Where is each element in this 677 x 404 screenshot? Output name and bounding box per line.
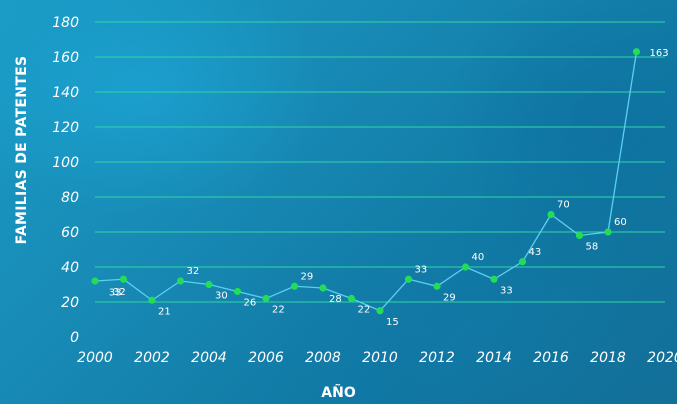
data-label: 29 — [443, 292, 456, 303]
data-point — [547, 210, 555, 219]
data-label: 28 — [329, 294, 342, 305]
x-tick-label: 2020 — [647, 350, 677, 366]
data-point — [290, 282, 299, 290]
data-label: 32 — [187, 266, 200, 277]
y-tick-label: 100 — [52, 155, 79, 171]
data-label: 22 — [358, 305, 371, 316]
data-point — [404, 275, 413, 283]
x-tick-label: 2002 — [134, 350, 170, 366]
data-point — [604, 228, 612, 236]
y-axis-ticks: 0 20 40 60 80 100 120 140 160 180 — [52, 15, 79, 346]
y-tick-label: 160 — [52, 50, 79, 66]
data-point — [490, 275, 498, 283]
grid-lines — [95, 21, 665, 303]
data-label: 26 — [244, 298, 257, 309]
y-tick-label: 20 — [61, 295, 79, 311]
data-point — [461, 263, 470, 271]
data-point — [233, 287, 242, 296]
y-tick-label: 40 — [61, 260, 79, 276]
data-point — [518, 258, 527, 266]
data-label: 60 — [614, 217, 627, 228]
data-label: 21 — [158, 306, 171, 317]
x-tick-label: 2016 — [533, 350, 569, 366]
data-label: 40 — [472, 252, 485, 263]
data-point — [347, 294, 356, 303]
data-label: 15 — [386, 317, 399, 328]
data-label: 70 — [557, 200, 570, 211]
x-tick-label: 2010 — [362, 350, 398, 366]
x-tick-label: 2004 — [191, 350, 227, 366]
data-point — [176, 277, 185, 285]
data-label: 30 — [215, 291, 228, 302]
y-axis-label: FAMILIAS DE PATENTES — [14, 55, 30, 245]
x-axis-label: AÑO — [321, 385, 356, 401]
data-label: 33 — [500, 285, 513, 296]
x-tick-label: 2006 — [248, 350, 284, 366]
data-point — [632, 48, 641, 56]
y-tick-label: 140 — [52, 85, 79, 101]
data-label: 43 — [529, 247, 542, 258]
data-labels: 3233213230262229282215332940334370586016… — [109, 48, 669, 328]
data-point — [205, 280, 213, 289]
data-label: 32 — [113, 287, 126, 298]
data-point — [119, 275, 128, 283]
x-axis-ticks: 2000 2002 2004 2006 2008 2010 2012 2014 2016 2018… — [77, 350, 677, 366]
data-point — [91, 277, 99, 285]
x-tick-label: 2014 — [476, 350, 512, 366]
data-label: 22 — [272, 305, 285, 316]
series-line — [94, 51, 638, 312]
data-label: 33 — [109, 287, 122, 298]
data-point — [262, 294, 270, 303]
data-point — [319, 284, 327, 292]
x-tick-label: 2018 — [590, 350, 626, 366]
data-point — [433, 282, 441, 290]
series — [91, 48, 641, 315]
x-tick-label: 2000 — [77, 350, 113, 366]
y-tick-label: 120 — [52, 120, 79, 136]
y-tick-label: 180 — [52, 15, 79, 31]
data-label: 163 — [650, 48, 669, 59]
x-tick-label: 2012 — [419, 350, 455, 366]
data-point — [376, 307, 384, 315]
data-label: 29 — [301, 271, 314, 282]
x-tick-label: 2008 — [305, 350, 341, 366]
y-tick-label: 80 — [61, 190, 79, 206]
data-label: 58 — [586, 242, 599, 253]
data-point — [575, 231, 584, 240]
y-tick-label: 0 — [70, 330, 79, 346]
data-label: 33 — [415, 264, 428, 275]
y-tick-label: 60 — [61, 225, 79, 241]
data-point — [148, 296, 156, 304]
